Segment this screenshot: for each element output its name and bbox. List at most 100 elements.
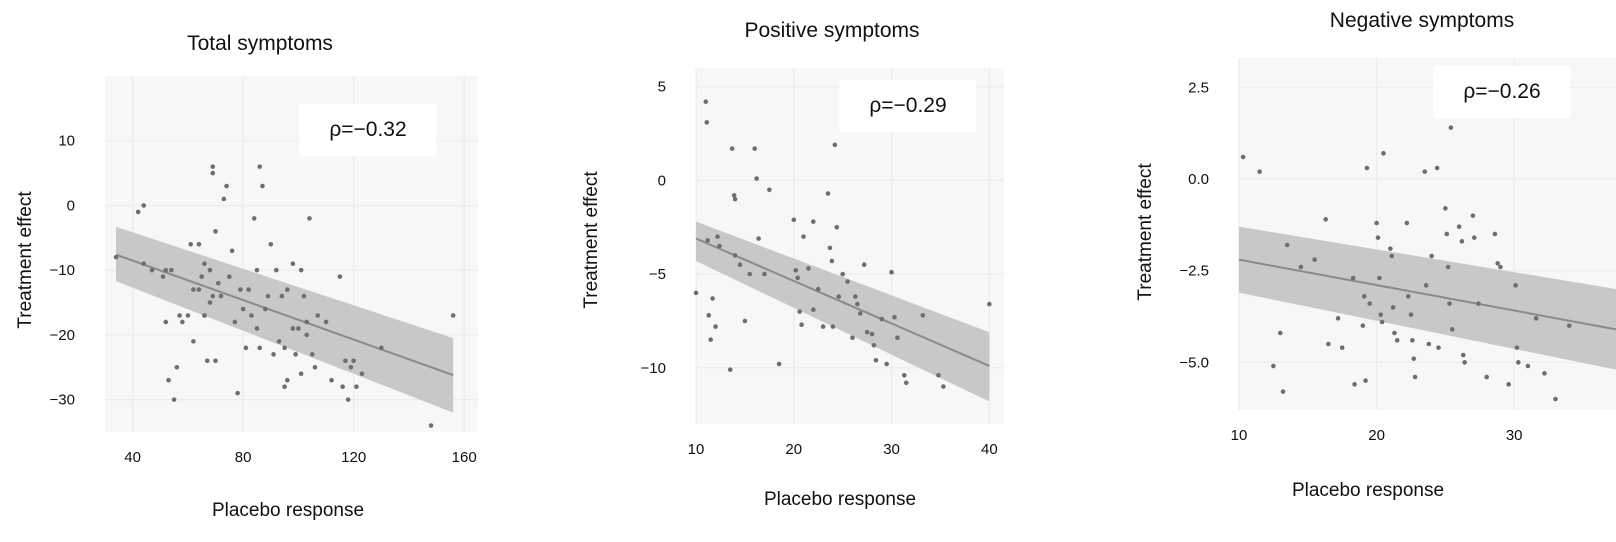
correlation-annotation: ρ=−0.32 (299, 104, 437, 156)
confidence-band (696, 221, 990, 402)
chart-panel-negative: Negative symptoms Treatment effect Place… (1116, 0, 1616, 542)
data-point (274, 267, 279, 273)
data-point (767, 187, 772, 193)
data-point (797, 309, 802, 314)
data-point (276, 339, 282, 344)
trend-line (115, 253, 454, 376)
data-point (1513, 283, 1518, 288)
data-point (149, 267, 155, 273)
data-point (855, 301, 860, 307)
data-point (754, 176, 759, 181)
data-point (290, 261, 296, 267)
data-point (199, 274, 205, 279)
data-point (832, 142, 838, 148)
data-point (840, 271, 845, 277)
data-point (853, 294, 858, 299)
data-points (1240, 125, 1572, 402)
x-tick-label: 120 (341, 449, 366, 466)
data-point (238, 287, 243, 292)
data-point (343, 358, 348, 364)
data-point (705, 238, 711, 243)
data-point (293, 352, 298, 357)
data-point (706, 313, 712, 318)
data-point (762, 271, 767, 277)
data-point (329, 377, 334, 383)
data-point (1378, 312, 1384, 317)
data-point (861, 262, 867, 268)
data-point (1388, 246, 1393, 251)
data-point (1361, 294, 1367, 299)
correlation-annotation: ρ=−0.26 (1433, 66, 1571, 118)
data-point (850, 335, 855, 341)
data-point (1553, 396, 1558, 402)
data-point (731, 193, 737, 198)
data-point (708, 337, 713, 342)
y-tick-label: −10 (50, 262, 75, 279)
data-point (312, 364, 318, 370)
data-point (257, 345, 263, 351)
data-point (703, 99, 709, 105)
y-tick-label: 5 (658, 79, 666, 96)
data-point (232, 319, 238, 325)
data-point (1381, 151, 1386, 156)
data-point (298, 267, 304, 273)
data-point (1429, 253, 1434, 259)
data-point (752, 146, 757, 151)
data-point (141, 261, 146, 267)
data-point (737, 262, 743, 268)
data-point (713, 324, 718, 329)
correlation-annotation: ρ=−0.29 (839, 80, 977, 132)
data-point (428, 423, 434, 428)
data-point (903, 380, 909, 386)
data-point (1240, 154, 1246, 160)
y-tick-label: 0 (658, 172, 666, 189)
data-point (801, 234, 806, 239)
y-tick-label: 0.0 (1188, 171, 1209, 188)
data-point (889, 269, 894, 275)
data-point (301, 293, 307, 299)
data-point (257, 164, 263, 169)
data-point (901, 372, 907, 378)
data-point (180, 319, 185, 325)
x-tick-label: 10 (688, 441, 705, 458)
chart-title: Negative symptoms (1329, 9, 1515, 32)
chart-panel-total: Total symptoms Treatment effect Placebo … (0, 0, 500, 542)
data-point (1390, 305, 1396, 310)
data-point (160, 274, 166, 279)
x-axis-label: Placebo response (763, 489, 917, 510)
data-point (163, 319, 169, 325)
x-axis-label: Placebo response (1291, 480, 1445, 501)
data-point (1448, 125, 1454, 130)
data-point (1434, 165, 1440, 171)
data-point (254, 267, 260, 273)
data-point (260, 183, 265, 189)
data-point (693, 290, 699, 296)
data-point (202, 313, 207, 318)
data-point (188, 241, 193, 247)
data-point (304, 319, 309, 325)
y-tick-label: −30 (50, 392, 75, 409)
scatter-plot: 40 80 120 160 10 0 −10 −20 −30 (50, 76, 478, 466)
y-tick-label: −5.0 (1179, 354, 1209, 371)
data-point (1495, 261, 1500, 266)
data-point (1410, 338, 1415, 343)
x-tick-label: 20 (785, 441, 802, 458)
data-point (1426, 341, 1432, 347)
data-point (285, 377, 290, 383)
data-point (1257, 169, 1262, 174)
data-point (1374, 220, 1379, 226)
data-point (191, 287, 196, 292)
data-point (251, 216, 257, 221)
data-point (1516, 360, 1521, 365)
data-point (920, 313, 926, 318)
data-point (213, 229, 218, 234)
data-point (1498, 264, 1503, 270)
data-point (282, 345, 287, 351)
data-point (271, 352, 276, 357)
data-point (710, 296, 715, 301)
data-point (756, 236, 761, 241)
data-point (815, 286, 821, 292)
data-point (742, 318, 748, 324)
data-point (1506, 382, 1511, 387)
data-point (871, 343, 877, 348)
